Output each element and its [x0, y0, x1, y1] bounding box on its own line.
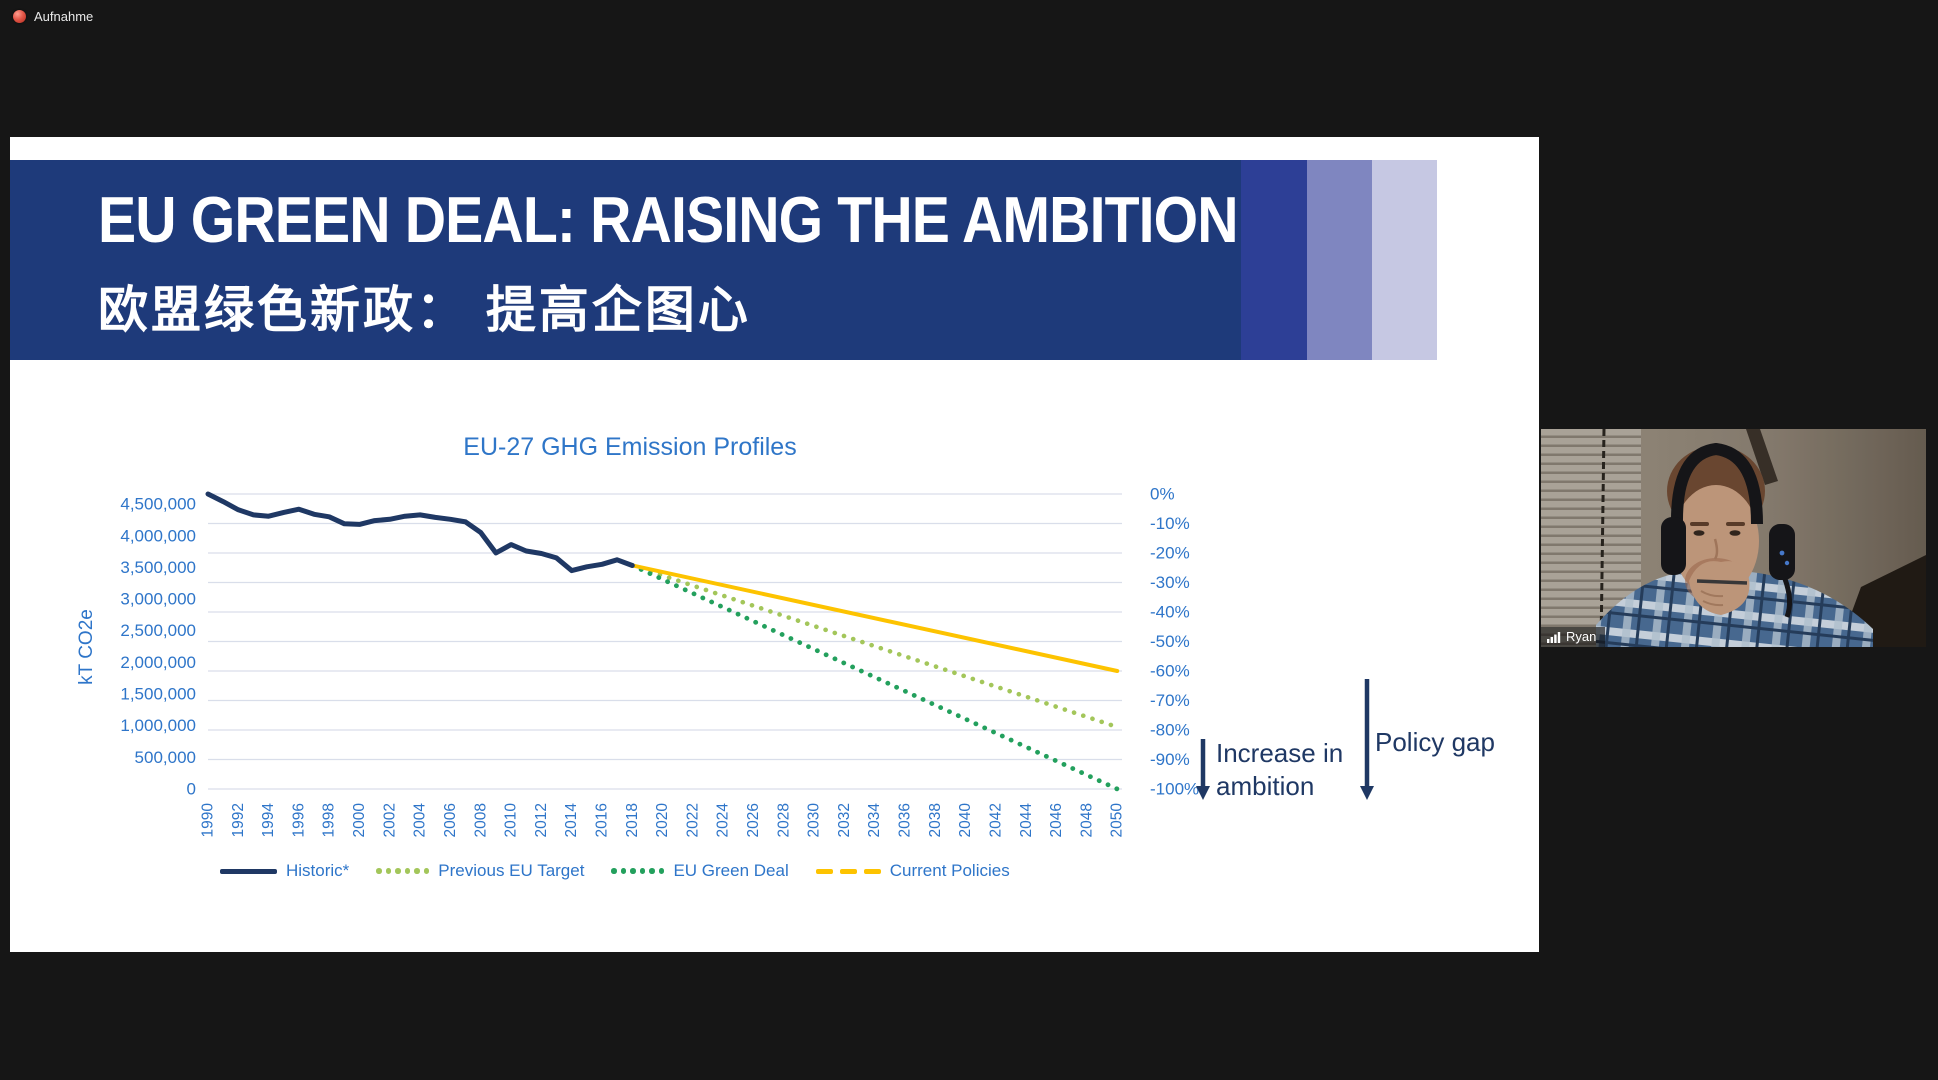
left-axis-tick: 500,000: [135, 748, 196, 767]
legend-item-eu-green-deal: EU Green Deal: [611, 861, 789, 881]
left-axis-title: kT CO2e: [76, 609, 97, 685]
recording-label: Aufnahme: [34, 9, 94, 24]
x-axis-tick: 2032: [836, 803, 853, 837]
left-axis-tick: 1,000,000: [120, 716, 196, 735]
x-axis-tick: 2026: [745, 803, 762, 837]
x-axis-tick: 2008: [472, 803, 489, 837]
x-axis-tick: 2044: [1018, 803, 1035, 838]
x-axis-tick: 2016: [593, 803, 610, 837]
headphone-cup-left: [1661, 517, 1686, 575]
x-axis-tick: 2002: [381, 803, 398, 837]
mic-boom: [1782, 578, 1793, 618]
right-axis-tick: -40%: [1150, 603, 1190, 622]
left-axis-tick: 0: [187, 780, 196, 799]
legend-label: EU Green Deal: [673, 861, 789, 880]
x-axis-tick: 2010: [503, 803, 520, 838]
left-axis-tick: 1,500,000: [120, 685, 196, 704]
slide-subtitle-chinese: 欧盟绿色新政： 提高企图心: [98, 282, 751, 338]
series-eu-green-deal: [629, 562, 1120, 792]
x-axis-tick: 1994: [260, 803, 277, 838]
legend-label: Previous EU Target: [438, 861, 585, 880]
slide-title: EU GREEN DEAL: RAISING THE AMBITION: [98, 183, 1239, 256]
shared-slide: EU GREEN DEAL: RAISING THE AMBITION 欧盟绿色…: [10, 137, 1539, 952]
x-axis-tick: 2048: [1078, 803, 1095, 837]
series-current-policies: [630, 563, 1120, 673]
banner-gradient-band-3: [1372, 160, 1437, 360]
x-axis-tick: 2020: [654, 803, 671, 838]
right-axis-tick: -10%: [1150, 514, 1190, 533]
blind-cord: [1599, 429, 1606, 647]
headphones-band: [1670, 442, 1763, 525]
left-axis-tick: 4,500,000: [120, 495, 196, 514]
right-axis-tick: -70%: [1150, 691, 1190, 710]
x-axis-tick: 2012: [533, 803, 550, 837]
series-historic-: [205, 491, 635, 574]
right-axis-tick: -20%: [1150, 544, 1190, 563]
x-axis-tick: 2042: [987, 803, 1004, 837]
legend-label: Current Policies: [889, 861, 1010, 880]
banner-gradient-band-2: [1307, 160, 1372, 360]
right-axis-tick: -90%: [1150, 750, 1190, 769]
x-axis-tick: 2022: [684, 803, 701, 837]
chart-title: EU-27 GHG Emission Profiles: [463, 433, 797, 461]
annotation-increase-in-ambition: Increase in ambition: [1216, 738, 1344, 801]
x-axis-tick: 2038: [927, 803, 944, 837]
legend-label: Historic*: [286, 861, 350, 880]
banner-gradient-band-1: [1241, 160, 1307, 360]
legend-item-previous-eu-target: Previous EU Target: [376, 861, 584, 881]
x-axis-tick: 2006: [442, 803, 459, 837]
x-axis-tick: 1998: [321, 803, 338, 837]
x-axis-tick: 1996: [290, 803, 307, 837]
x-axis-tick: 2018: [624, 803, 641, 837]
participant-video[interactable]: Ryan: [1541, 429, 1926, 647]
series-previous-eu-target: [629, 563, 1120, 730]
recording-icon: [13, 10, 26, 23]
right-axis-tick: 0%: [1150, 485, 1175, 504]
x-axis-tick: 2028: [775, 803, 792, 837]
participant-person: [1596, 442, 1873, 647]
connection-signal-icon: [1547, 631, 1561, 643]
legend-marker: [376, 868, 430, 874]
left-axis-tick: 2,000,000: [120, 653, 196, 672]
x-axis-tick: 2046: [1048, 803, 1065, 837]
left-axis-tick: 2,500,000: [120, 621, 196, 640]
left-axis-tick: 3,500,000: [120, 558, 196, 577]
left-axis-tick: 3,000,000: [120, 590, 196, 609]
x-axis-tick: 2040: [957, 803, 974, 838]
participant-name: Ryan: [1566, 629, 1597, 644]
x-axis-tick: 2036: [897, 803, 914, 837]
right-axis-tick: -100%: [1150, 780, 1199, 799]
legend-marker: [611, 868, 665, 874]
eye-right: [1729, 530, 1741, 536]
slide-title-banner: EU GREEN DEAL: RAISING THE AMBITION 欧盟绿色…: [10, 160, 1241, 360]
right-axis-tick: -80%: [1150, 721, 1190, 740]
legend-marker: [815, 868, 881, 874]
chart-legend: Historic* Previous EU Target EU Green Deal…: [220, 861, 1010, 881]
pen: [1696, 579, 1748, 585]
emissions-chart: 0% -10% -20% -30% -40% -50% -60% -70% -80% -90% -1…: [76, 485, 1374, 838]
x-axis-tick: 2050: [1109, 803, 1126, 838]
x-axis-tick: 1990: [200, 803, 217, 838]
participant-name-tag: Ryan: [1541, 627, 1606, 647]
right-axis-tick: -60%: [1150, 662, 1190, 681]
x-axis-tick: 2014: [563, 803, 580, 838]
right-axis-tick: -50%: [1150, 632, 1190, 651]
eye-left: [1693, 530, 1705, 536]
left-axis-tick: 4,000,000: [120, 526, 196, 545]
annotation-policy-gap: Policy gap: [1375, 727, 1495, 757]
x-axis-tick: 2000: [351, 803, 368, 838]
x-axis-tick: 2024: [715, 803, 732, 838]
legend-item-current-policies: Current Policies: [815, 861, 1010, 881]
participant-video-frame: [1541, 429, 1926, 647]
legend-item-historic-: Historic*: [220, 861, 349, 881]
x-axis-tick: 1992: [230, 803, 247, 837]
x-axis-tick: 2004: [412, 803, 429, 838]
right-axis-tick: -30%: [1150, 573, 1190, 592]
x-axis-tick: 2030: [806, 803, 823, 838]
recording-indicator: Aufnahme: [13, 9, 93, 24]
legend-marker: [220, 868, 277, 874]
x-axis-tick: 2034: [866, 803, 883, 838]
